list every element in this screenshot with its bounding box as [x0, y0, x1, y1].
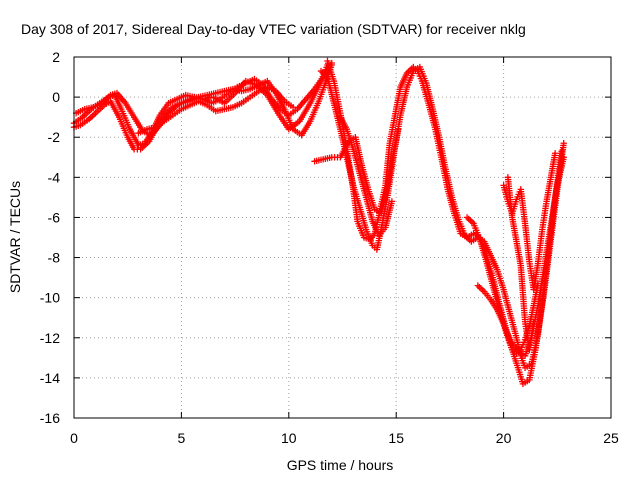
y-axis-label: SDTVAR / TECUs [7, 181, 23, 293]
data-point [289, 103, 297, 111]
data-point [530, 318, 537, 325]
series-arc-12 [504, 174, 537, 354]
x-tick-label: 20 [496, 430, 512, 446]
y-tick-label: -4 [48, 169, 61, 185]
y-tick-label: -12 [40, 330, 60, 346]
x-axis-label: GPS time / hours [287, 457, 394, 473]
x-tick-label: 15 [388, 430, 404, 446]
data-point [388, 198, 396, 205]
data-point [551, 150, 559, 157]
x-tick-label: 0 [70, 430, 78, 446]
x-tick-label: 25 [603, 430, 619, 446]
series-arc-7 [311, 126, 402, 217]
y-tick-label: -14 [40, 370, 60, 386]
series-arc-9 [463, 154, 567, 360]
y-tick-label: -2 [48, 129, 61, 145]
series-arc-3 [72, 59, 335, 139]
data-point [560, 154, 567, 161]
y-tick-label: -8 [48, 250, 61, 266]
x-tick-label: 5 [178, 430, 186, 446]
series-arc-4 [135, 83, 297, 137]
y-tick-label: -16 [40, 410, 60, 426]
data-point [560, 140, 567, 147]
data-point [395, 126, 402, 133]
y-tick-label: 2 [52, 49, 60, 65]
y-tick-label: -6 [48, 209, 61, 225]
plot-frame [73, 56, 612, 419]
chart-title: Day 308 of 2017, Sidereal Day-to-day VTE… [21, 21, 526, 37]
y-tick-label: 0 [52, 89, 60, 105]
data-markers [70, 57, 567, 388]
x-tick-label: 10 [281, 430, 297, 446]
y-tick-label: -10 [40, 290, 60, 306]
series-arc-8 [337, 113, 396, 239]
series-arc-10 [474, 280, 542, 358]
